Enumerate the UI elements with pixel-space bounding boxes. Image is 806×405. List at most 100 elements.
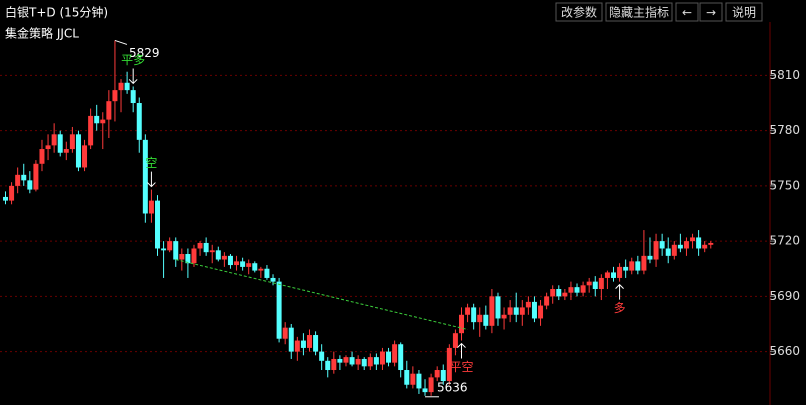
candle-body	[604, 272, 610, 278]
candle-body	[452, 333, 458, 348]
candle-body	[161, 248, 167, 251]
candle-body	[428, 377, 434, 393]
candle-body	[88, 115, 94, 146]
candle-body	[313, 335, 319, 352]
candle-body	[617, 266, 623, 278]
signal-arrow	[147, 171, 156, 188]
candle-body	[702, 244, 708, 249]
candle-body	[221, 255, 227, 260]
toolbar-button[interactable]: 说明	[725, 2, 763, 22]
candle-body	[100, 119, 106, 124]
candle-body	[659, 241, 665, 249]
candle-body	[15, 174, 21, 186]
candle-body	[39, 149, 45, 164]
toolbar-button[interactable]: 改参数	[555, 2, 603, 22]
candle-body	[246, 263, 252, 267]
candle-body	[75, 134, 81, 168]
candle-body	[477, 314, 483, 323]
candle-body	[513, 307, 519, 315]
y-tick-label: 5720	[769, 234, 800, 248]
candle-body	[9, 185, 15, 201]
candle-body	[227, 255, 233, 266]
candle-body	[386, 351, 392, 363]
candle-body	[349, 357, 355, 365]
candle-body	[82, 145, 88, 168]
candle-body	[300, 340, 306, 348]
candle-body	[355, 358, 361, 365]
candle-body	[592, 281, 598, 289]
candle-body	[392, 344, 398, 363]
candle-body	[234, 261, 240, 266]
candle-body	[471, 307, 477, 323]
candle-body	[94, 115, 100, 124]
button-label: 改参数	[561, 5, 597, 20]
signal-arrow	[128, 68, 138, 85]
candle-body	[367, 357, 373, 367]
button-label: 隐藏主指标	[609, 5, 669, 20]
candle-body	[611, 272, 616, 278]
candle-body	[568, 287, 574, 293]
candle-body	[148, 200, 154, 214]
signal-label: 空	[145, 156, 157, 170]
candle-body	[422, 388, 428, 393]
toolbar-button[interactable]: 隐藏主指标	[605, 2, 673, 22]
candle-body	[653, 241, 659, 260]
candle-body	[258, 268, 264, 271]
candle-body	[398, 344, 404, 371]
candle-body	[179, 254, 185, 260]
candle-body	[440, 370, 446, 382]
signal-label: 平多	[121, 53, 145, 67]
candle-body	[215, 250, 221, 260]
candle-body	[404, 370, 410, 385]
candle-body	[130, 90, 136, 104]
candle-body	[307, 335, 312, 348]
candle-body	[446, 347, 452, 382]
candle-body	[665, 248, 671, 256]
button-frame	[555, 2, 603, 22]
toolbar-button[interactable]: ←	[675, 2, 699, 22]
y-tick-label: 5660	[769, 344, 800, 358]
candle-body	[598, 277, 604, 289]
max-leader	[114, 39, 128, 45]
candle-body	[3, 196, 8, 201]
candle-body	[434, 370, 440, 378]
candle-body	[696, 237, 702, 249]
candle-body	[495, 296, 501, 319]
candle-body	[106, 101, 112, 120]
candle-body	[483, 314, 489, 326]
candle-body	[69, 134, 75, 150]
candle-body	[167, 241, 173, 251]
candle-body	[531, 301, 537, 319]
candle-body	[623, 266, 629, 271]
candle-body	[282, 327, 288, 339]
y-tick-label: 5750	[769, 178, 800, 192]
candle-body	[373, 357, 379, 365]
candle-body	[562, 292, 568, 297]
candle-body	[21, 174, 27, 181]
candle-body	[671, 244, 677, 256]
toolbar-button[interactable]: →	[699, 2, 723, 22]
candle-body	[580, 285, 586, 293]
y-tick-label: 5810	[769, 68, 800, 82]
candle-body	[124, 82, 130, 91]
candle-body	[185, 254, 191, 264]
candle-body	[574, 287, 580, 293]
candle-body	[319, 351, 325, 361]
candle-body	[57, 134, 63, 153]
button-frame	[699, 2, 723, 22]
max-label: 5829	[129, 46, 160, 60]
candle-body	[331, 358, 337, 371]
candle-body	[361, 358, 367, 367]
candle-body	[294, 340, 300, 352]
y-tick-label: 5690	[769, 289, 800, 303]
candle-body	[459, 314, 464, 334]
candle-body	[240, 261, 246, 267]
candle-body	[629, 261, 635, 271]
min-label: 5636	[437, 380, 468, 394]
button-label: ←	[682, 6, 692, 20]
candle-body	[501, 314, 507, 319]
button-label: 说明	[732, 5, 756, 20]
candle-body	[677, 244, 683, 249]
